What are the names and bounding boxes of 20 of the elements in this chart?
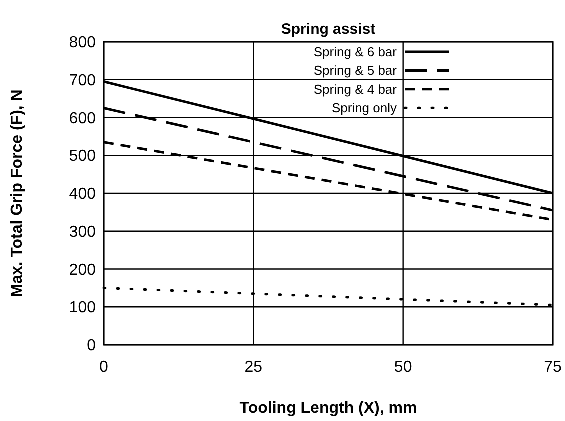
x-tick-label: 25 xyxy=(244,359,263,376)
legend-label: Spring & 4 bar xyxy=(314,82,398,97)
y-tick-label: 0 xyxy=(87,338,96,355)
y-tick-label: 800 xyxy=(69,34,96,52)
y-tick-label: 600 xyxy=(69,110,96,128)
x-tick-label: 50 xyxy=(394,359,412,376)
y-tick-label: 300 xyxy=(69,224,96,241)
chart-title: Spring assist xyxy=(281,21,376,38)
legend-label: Spring & 5 bar xyxy=(314,63,398,78)
x-tick-label: 0 xyxy=(100,359,109,376)
y-tick-label: 200 xyxy=(69,262,96,279)
x-tick-label: 75 xyxy=(544,359,562,376)
y-tick-label: 400 xyxy=(69,186,96,204)
y-tick-label: 100 xyxy=(69,300,96,317)
x-axis-title: Tooling Length (X), mm xyxy=(240,400,418,417)
y-tick-label: 500 xyxy=(69,148,96,166)
y-axis-title: Max. Total Grip Force (F), N xyxy=(9,90,26,298)
legend-label: Spring & 6 bar xyxy=(314,44,398,60)
legend-label: Spring only xyxy=(332,100,398,116)
y-tick-label: 700 xyxy=(69,72,96,90)
